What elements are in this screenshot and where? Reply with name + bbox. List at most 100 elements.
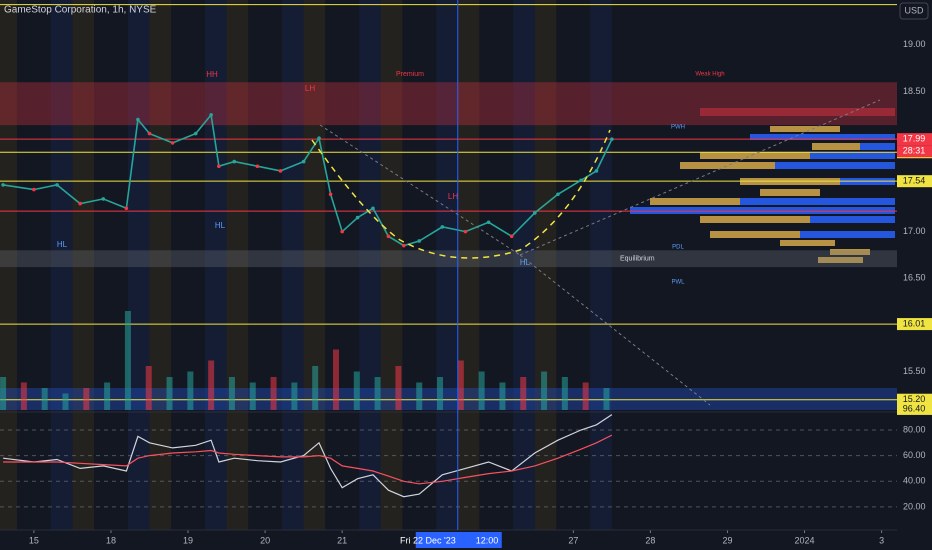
zone-label: Equilibrium	[620, 256, 655, 263]
price-point	[328, 192, 333, 197]
crosshair-label-box	[415, 532, 502, 548]
osc-marker-label: 96.40	[903, 403, 926, 413]
crosshair-time: 12:00	[476, 535, 499, 545]
volume-bar	[478, 371, 485, 410]
structure-label: HL	[215, 221, 226, 230]
currency-button[interactable]	[899, 2, 929, 20]
price-point	[610, 137, 614, 141]
price-point	[136, 117, 140, 122]
x-tick-label: 29	[722, 535, 732, 545]
volume-bar	[145, 366, 152, 410]
price-point	[278, 169, 283, 173]
price-point	[533, 211, 537, 215]
price-point	[78, 201, 82, 206]
y-tick-label: 18.50	[903, 86, 926, 96]
session-band	[127, 0, 150, 530]
price-marker-label: 17.54	[903, 176, 926, 186]
volume-bar	[0, 377, 7, 410]
volume-bar	[582, 382, 589, 410]
price-point	[594, 169, 599, 173]
structure-label: HL	[520, 258, 531, 267]
countdown: 28:31	[903, 146, 926, 156]
session-band	[303, 0, 326, 530]
price-marker	[897, 393, 932, 406]
volume-bar	[291, 382, 298, 410]
price-point	[55, 183, 59, 187]
price-point	[440, 225, 445, 229]
structure-label: PWH	[671, 125, 685, 131]
structure-label: LH	[305, 84, 315, 93]
trend-line	[319, 124, 521, 256]
price-point	[417, 239, 422, 243]
oscillator-line	[3, 414, 613, 498]
currency[interactable]: USD	[904, 5, 924, 15]
volume-bar	[374, 377, 381, 410]
price-marker-label: 15.20	[903, 394, 926, 404]
plot: Premium Equilibrium HH LH HL HL LH HL PWL PDL PWH W…	[0, 4, 900, 533]
volume-bar	[249, 382, 256, 410]
price-point	[124, 206, 129, 211]
osc-tick-label: 80.00	[903, 424, 926, 434]
volume-bar	[187, 371, 194, 410]
volume-bar	[332, 349, 339, 410]
session-band	[534, 0, 557, 530]
price-point	[509, 234, 514, 239]
y-tick-label: 17.00	[903, 226, 926, 236]
volume-bar	[395, 366, 402, 410]
x-tick-label: 27	[568, 535, 578, 545]
y-tick-label: 16.50	[903, 273, 926, 283]
price-point	[32, 187, 36, 192]
price-point	[340, 229, 344, 234]
price-point	[486, 220, 491, 225]
price-point	[301, 159, 306, 164]
volume-profile	[630, 108, 895, 263]
session-band	[282, 0, 304, 530]
y-tick-label: 19.00	[903, 39, 926, 49]
trend-line	[519, 99, 881, 256]
volume-bar	[603, 388, 610, 410]
price-marker	[897, 133, 932, 146]
volume-bar	[520, 377, 527, 410]
volume-bar	[62, 393, 69, 410]
zone	[0, 388, 897, 410]
price-point	[101, 197, 106, 201]
oscillator-line	[3, 434, 613, 485]
structure-label: PDL	[672, 245, 684, 251]
zone	[0, 250, 897, 268]
countdown-box	[897, 145, 932, 158]
price-point	[386, 234, 391, 239]
price-point	[193, 131, 198, 136]
volume-bar	[437, 377, 444, 410]
structure-label: HL	[57, 240, 68, 249]
trend-line	[519, 254, 711, 406]
price-axis	[897, 0, 932, 550]
zone	[0, 82, 897, 126]
osc-marker	[897, 402, 932, 415]
volume-bar	[541, 371, 548, 410]
session-band	[149, 0, 172, 530]
price-marker	[897, 318, 932, 331]
price-marker	[897, 175, 932, 188]
price-point	[209, 113, 213, 117]
volume-bar	[208, 360, 215, 410]
price-point	[217, 164, 221, 169]
price-point	[147, 131, 152, 136]
zone-label: Premium	[396, 71, 424, 78]
session-band	[513, 0, 535, 530]
y-tick-label: 15.50	[903, 366, 926, 376]
price-point	[255, 164, 260, 169]
price-point	[1, 183, 5, 187]
volume-bar	[270, 377, 277, 410]
price-point	[355, 215, 360, 220]
price-point	[402, 243, 406, 248]
volume-bar	[312, 366, 319, 410]
chart-title: GameStop Corporation, 1h, NYSE	[4, 5, 157, 16]
structure-label: PWL	[671, 280, 685, 286]
x-tick-label: 3	[879, 535, 884, 545]
structure-label: HH	[206, 70, 218, 79]
volume-bar	[457, 360, 464, 410]
price-point	[170, 141, 175, 145]
osc-tick-label: 40.00	[903, 476, 926, 486]
